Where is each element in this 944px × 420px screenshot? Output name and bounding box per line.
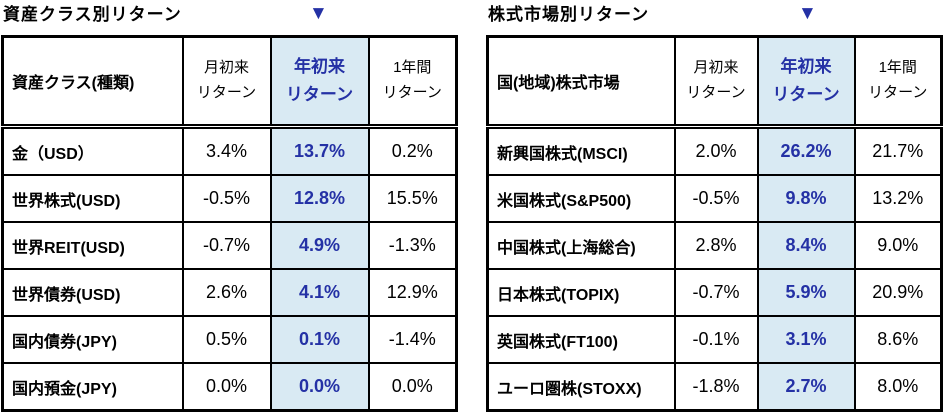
ytd-return-cell: 4.1%: [269, 268, 370, 317]
header-row: 資産クラス(種類) 月初来 リターン 年初来 リターン 1年間 リターン: [1, 35, 458, 129]
1y-return-cell: 12.9%: [367, 268, 458, 317]
ytd-return-cell: 0.1%: [269, 315, 370, 364]
mtd-return-cell: 2.0%: [673, 125, 759, 176]
mtd-return-cell: 3.4%: [181, 125, 272, 176]
table-row: 世界株式(USD) -0.5% 12.8% 15.5%: [1, 174, 458, 223]
table-row: 日本株式(TOPIX) -0.7% 5.9% 20.9%: [486, 268, 943, 317]
ytd-return-cell: 8.4%: [756, 221, 856, 270]
1y-return-cell: 0.0%: [367, 362, 458, 412]
column-header-1y-return: 1年間 リターン: [367, 35, 458, 129]
asset-class-panel-header: 資産クラス別リターン ▼: [1, 1, 458, 35]
table-row: 新興国株式(MSCI) 2.0% 26.2% 21.7%: [486, 125, 943, 176]
down-triangle-icon: ▼: [309, 3, 328, 24]
asset-class-table-head: 資産クラス(種類) 月初来 リターン 年初来 リターン 1年間 リターン: [1, 35, 458, 129]
column-header-line: 年初来: [294, 56, 345, 76]
column-header-market: 国(地域)株式市場: [486, 35, 676, 129]
1y-return-cell: 13.2%: [853, 174, 943, 223]
column-header-line: リターン: [382, 84, 442, 101]
table-row: 米国株式(S&P500) -0.5% 9.8% 13.2%: [486, 174, 943, 223]
table-row: 中国株式(上海総合) 2.8% 8.4% 9.0%: [486, 221, 943, 270]
column-header-line: リターン: [196, 84, 257, 101]
mtd-return-cell: -0.5%: [673, 174, 759, 223]
mtd-return-cell: 2.8%: [673, 221, 759, 270]
table-row: ユーロ圏株(STOXX) -1.8% 2.7% 8.0%: [486, 362, 943, 412]
1y-return-cell: 20.9%: [853, 268, 943, 317]
market-name-cell: 日本株式(TOPIX): [486, 268, 676, 317]
ytd-return-cell: 26.2%: [756, 125, 856, 176]
asset-class-table-body: 金（USD） 3.4% 13.7% 0.2% 世界株式(USD) -0.5% 1…: [1, 125, 458, 412]
ytd-return-cell: 12.8%: [269, 174, 370, 223]
1y-return-cell: -1.4%: [367, 315, 458, 364]
1y-return-cell: -1.3%: [367, 221, 458, 270]
column-header-ytd-return: 年初来 リターン: [756, 35, 856, 129]
asset-name-cell: 世界REIT(USD): [1, 221, 184, 270]
ytd-return-cell: 5.9%: [756, 268, 856, 317]
market-name-cell: 米国株式(S&P500): [486, 174, 676, 223]
stock-market-table-head: 国(地域)株式市場 月初来 リターン 年初来 リターン 1年間 リターン: [486, 35, 943, 129]
table-row: 英国株式(FT100) -0.1% 3.1% 8.6%: [486, 315, 943, 364]
column-header-asset-class: 資産クラス(種類): [1, 35, 184, 129]
1y-return-cell: 15.5%: [367, 174, 458, 223]
table-row: 国内預金(JPY) 0.0% 0.0% 0.0%: [1, 362, 458, 412]
table-row: 世界債券(USD) 2.6% 4.1% 12.9%: [1, 268, 458, 317]
1y-return-cell: 9.0%: [853, 221, 943, 270]
column-header-ytd-return: 年初来 リターン: [269, 35, 370, 129]
column-header-line: リターン: [285, 85, 354, 104]
mtd-return-cell: -1.8%: [673, 362, 759, 412]
asset-name-cell: 金（USD）: [1, 125, 184, 176]
column-header-line: 月初来: [203, 59, 249, 77]
column-header-line: 月初来: [693, 59, 739, 77]
table-row: 国内債券(JPY) 0.5% 0.1% -1.4%: [1, 315, 458, 364]
asset-class-panel-title: 資産クラス別リターン: [3, 5, 182, 24]
mtd-return-cell: -0.7%: [181, 221, 272, 270]
column-header-mtd-return: 月初来 リターン: [673, 35, 759, 129]
column-header-mtd-return: 月初来 リターン: [181, 35, 272, 129]
ytd-return-cell: 3.1%: [756, 315, 856, 364]
column-header-line: リターン: [772, 85, 840, 104]
1y-return-cell: 8.0%: [853, 362, 943, 412]
ytd-return-cell: 4.9%: [269, 221, 370, 270]
asset-name-cell: 国内債券(JPY): [1, 315, 184, 364]
column-header-line: 1年間: [878, 59, 917, 77]
asset-name-cell: 世界株式(USD): [1, 174, 184, 223]
stock-market-table-body: 新興国株式(MSCI) 2.0% 26.2% 21.7% 米国株式(S&P500…: [486, 125, 943, 412]
market-name-cell: 新興国株式(MSCI): [486, 125, 676, 176]
mtd-return-cell: -0.5%: [181, 174, 272, 223]
column-header-line: 1年間: [393, 59, 432, 77]
mtd-return-cell: 0.0%: [181, 362, 272, 412]
ytd-return-cell: 13.7%: [269, 125, 370, 176]
1y-return-cell: 0.2%: [367, 125, 458, 176]
mtd-return-cell: -0.1%: [673, 315, 759, 364]
column-header-line: リターン: [686, 84, 746, 101]
stock-market-panel: 株式市場別リターン ▼ 国(地域)株式市場 月初来 リターン 年初来 リターン: [486, 1, 943, 412]
ytd-return-cell: 2.7%: [756, 362, 856, 412]
stock-market-panel-title: 株式市場別リターン: [488, 5, 650, 24]
1y-return-cell: 21.7%: [853, 125, 943, 176]
mtd-return-cell: 0.5%: [181, 315, 272, 364]
ytd-return-cell: 0.0%: [269, 362, 370, 412]
ytd-return-cell: 9.8%: [756, 174, 856, 223]
1y-return-cell: 8.6%: [853, 315, 943, 364]
asset-name-cell: 国内預金(JPY): [1, 362, 184, 412]
stock-market-table: 国(地域)株式市場 月初来 リターン 年初来 リターン 1年間 リターン: [486, 35, 943, 412]
market-name-cell: 英国株式(FT100): [486, 315, 676, 364]
column-header-line: リターン: [868, 84, 928, 101]
header-row: 国(地域)株式市場 月初来 リターン 年初来 リターン 1年間 リターン: [486, 35, 943, 129]
market-name-cell: 中国株式(上海総合): [486, 221, 676, 270]
mtd-return-cell: -0.7%: [673, 268, 759, 317]
asset-class-table: 資産クラス(種類) 月初来 リターン 年初来 リターン 1年間 リターン: [1, 35, 458, 412]
down-triangle-icon: ▼: [798, 3, 817, 24]
column-header-1y-return: 1年間 リターン: [853, 35, 943, 129]
column-header-line: 年初来: [780, 56, 832, 76]
market-name-cell: ユーロ圏株(STOXX): [486, 362, 676, 412]
mtd-return-cell: 2.6%: [181, 268, 272, 317]
asset-class-panel: 資産クラス別リターン ▼ 資産クラス(種類) 月初来 リターン 年初来 リターン: [1, 1, 458, 412]
asset-name-cell: 世界債券(USD): [1, 268, 184, 317]
table-row: 金（USD） 3.4% 13.7% 0.2%: [1, 125, 458, 176]
stock-market-panel-header: 株式市場別リターン ▼: [486, 1, 943, 35]
table-row: 世界REIT(USD) -0.7% 4.9% -1.3%: [1, 221, 458, 270]
